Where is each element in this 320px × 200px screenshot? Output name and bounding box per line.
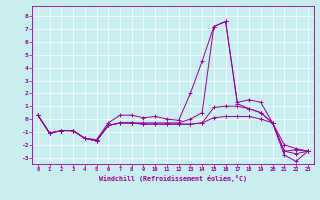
X-axis label: Windchill (Refroidissement éolien,°C): Windchill (Refroidissement éolien,°C) (99, 175, 247, 182)
